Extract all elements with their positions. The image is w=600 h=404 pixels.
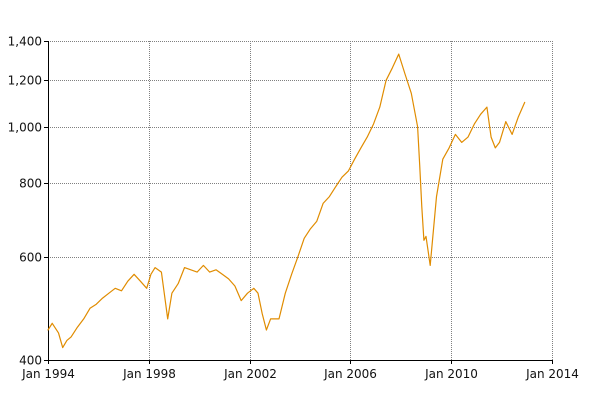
x-tick-label: Jan 2002 bbox=[223, 367, 277, 381]
x-tick-label: Jan 2006 bbox=[323, 367, 377, 381]
y-tick-label: 1,200 bbox=[8, 74, 42, 88]
x-tick-label: Jan 1998 bbox=[122, 367, 176, 381]
y-tick-label: 400 bbox=[19, 354, 42, 368]
x-tick-label: Jan 1994 bbox=[21, 367, 75, 381]
y-tick-label: 600 bbox=[19, 251, 42, 265]
y-tick-label: 1,000 bbox=[8, 121, 42, 135]
y-tick-label: 800 bbox=[19, 177, 42, 191]
y-tick-label: 1,400 bbox=[8, 35, 42, 49]
x-tick-label: Jan 2010 bbox=[424, 367, 478, 381]
x-tick-label: Jan 2014 bbox=[525, 367, 579, 381]
series-line-0 bbox=[47, 53, 526, 349]
